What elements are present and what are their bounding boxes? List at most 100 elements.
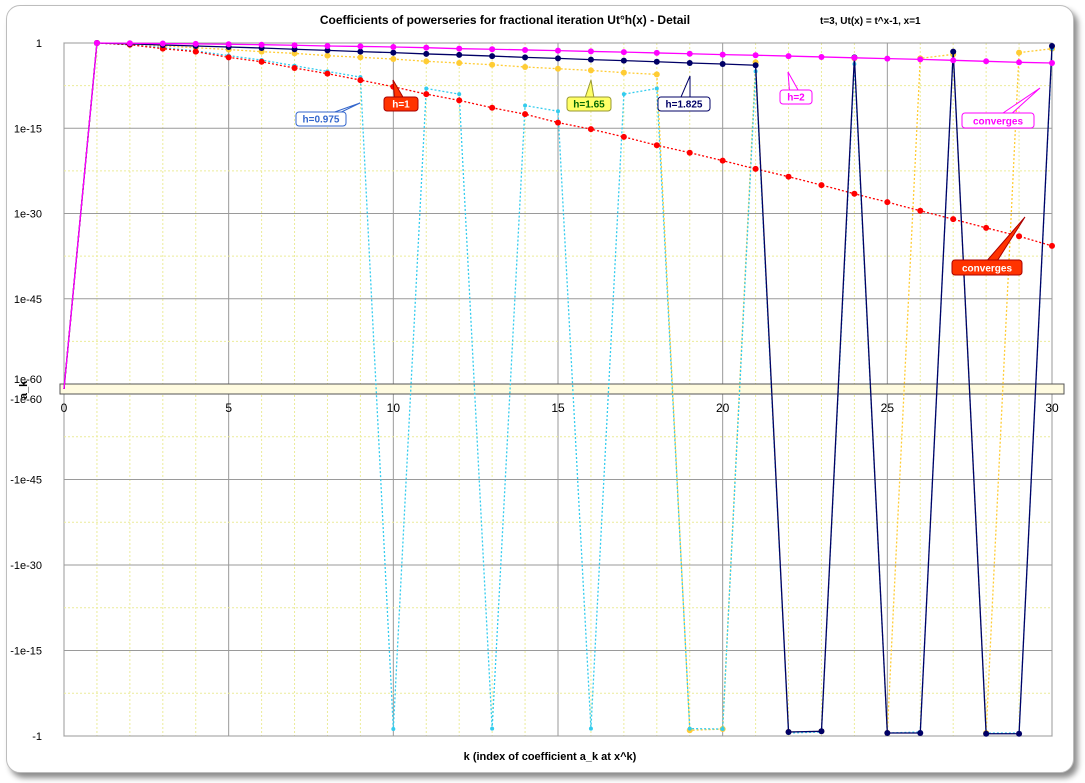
data-point [917,56,924,63]
annotation-callout: h=0.975 [295,102,361,127]
callout-label: h=0.975 [303,115,340,126]
y-tick-label: 1e-30 [14,209,42,221]
data-point [1016,59,1023,66]
series-h=1 [63,40,1055,390]
data-point [686,50,693,57]
x-tick-label: 15 [551,401,565,415]
x-tick-label: 30 [1045,401,1059,415]
data-point [258,58,265,65]
annotation-callout: h=1.65 [566,79,612,112]
data-point [720,727,725,732]
data-point [555,55,561,62]
data-point [291,42,298,49]
data-point [357,77,364,84]
data-point [621,92,626,97]
data-point [884,55,891,62]
series-h=2 [63,40,1055,390]
data-point [424,86,429,91]
series-layer [63,40,1055,737]
y-tick-label: 1 [36,38,42,50]
data-point [456,97,463,104]
data-point [522,63,529,70]
data-point [390,56,397,63]
data-point [587,126,594,133]
data-point [522,111,529,118]
x-tick-label: 5 [225,401,232,415]
data-point [423,91,430,98]
data-point [490,726,495,731]
x-axis-label: k (index of coefficient a_k at x^k) [464,751,637,763]
chart-subtitle: t=3, Ut(x) = t^x-1, x=1 [820,16,921,27]
data-point [983,730,990,737]
data-point [1016,49,1023,56]
annotation-callout: h=1 [383,79,419,112]
callout-label: h=1 [392,100,410,111]
data-point [687,726,692,731]
data-point [818,53,825,60]
data-point [390,49,397,56]
callout-label: converges [962,264,1012,275]
data-point [390,43,397,50]
zero-axis-band [59,383,1065,395]
data-point [489,104,496,111]
data-point [225,41,232,48]
data-point [719,157,726,164]
data-point [456,51,463,58]
data-point [1016,730,1023,737]
data-point [587,56,594,63]
data-point [653,71,660,78]
data-point [522,46,529,53]
data-point [555,65,561,72]
data-point [324,42,331,49]
data-point [851,54,858,61]
callout-label: h=2 [787,93,805,104]
x-tick-label: 10 [387,401,401,415]
annotation-callout: converges [951,216,1026,276]
callout-box [779,89,813,105]
data-point [983,224,990,231]
y-tick-label: -1e-45 [10,475,42,487]
x-tick-label: 20 [716,401,730,415]
data-point [522,54,529,61]
data-point [818,182,825,189]
data-point [851,190,858,197]
data-point [752,52,759,59]
annotation-callout: h=1.825 [657,75,711,112]
data-point [93,40,100,46]
data-point [456,60,463,67]
data-point [588,726,593,731]
data-point [192,40,199,47]
data-point [192,48,199,55]
data-point [523,103,528,108]
data-point [423,58,430,65]
data-point [126,40,133,47]
annotation-callout: converges [961,87,1041,129]
data-point [555,119,561,126]
data-point [1049,60,1055,67]
data-point [983,58,990,65]
data-point [225,54,232,61]
data-point [620,133,627,140]
data-point [357,48,364,55]
data-point [950,216,957,223]
data-point [818,728,825,735]
data-point [785,729,792,736]
data-point [555,47,561,54]
x-tick-label: 0 [61,401,68,415]
data-point [653,49,660,56]
callout-box [951,259,1023,276]
data-point [324,70,331,77]
data-point [785,53,792,60]
data-point [1049,242,1055,249]
axes: 0 5 10 15 20 25 30 1 1e-15 1e-30 1e-45 1e-60 -1e-60 -… [10,38,1065,743]
data-point [423,50,430,57]
data-point [489,53,496,60]
callout-box [961,112,1035,129]
annotation-layer: h=0.975 h=1 h=1.65 h=1.825 h=2 converges conve… [295,71,1041,276]
data-point [686,149,693,156]
y-tick-label: -1e-60 [10,394,42,406]
callout-label: h=1.825 [666,100,703,111]
data-point [291,64,298,71]
data-point [917,730,924,737]
data-point [917,207,924,214]
